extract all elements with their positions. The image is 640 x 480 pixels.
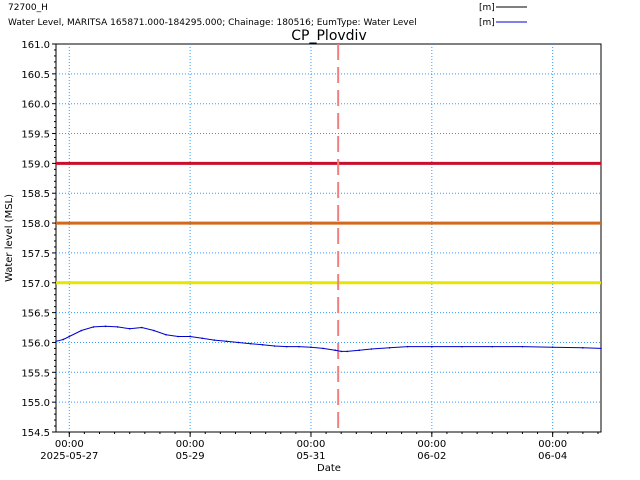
y-tick-label: 160.0 [21, 100, 50, 111]
y-tick-label: 159.5 [21, 130, 50, 141]
series-point [358, 349, 361, 352]
series-point [600, 347, 602, 350]
series-point [286, 345, 288, 348]
series-point [406, 345, 409, 348]
y-tick-label: 156.5 [21, 309, 50, 320]
x-axis-ticks: 00:002025-05-2700:0005-2900:0005-3100:00… [40, 432, 599, 462]
y-tick-label: 161.0 [21, 40, 50, 51]
y-tick-label: 157.0 [21, 279, 50, 290]
series-layer [55, 325, 602, 353]
legend-entry-unit: [m] [479, 3, 495, 13]
series-point [177, 335, 179, 338]
series-point [431, 345, 433, 348]
series-point [461, 345, 463, 348]
series-point [62, 338, 65, 341]
series-point [140, 326, 143, 329]
y-axis-label: Water level (MSL) [4, 194, 15, 282]
series-point [273, 345, 276, 347]
y-tick-label: 158.0 [21, 219, 50, 230]
series-point [201, 337, 204, 340]
y-tick-label: 155.5 [21, 368, 50, 379]
y-axis-ticks: 154.5 155.0 155.5 156.0 156.5 157.0 157.5 158.0… [21, 40, 56, 439]
series-point [153, 329, 155, 332]
series-point [128, 327, 131, 330]
series-point [116, 326, 119, 328]
series-line [55, 325, 602, 352]
y-tick-label: 160.5 [21, 70, 50, 81]
threshold-lines [56, 161, 601, 285]
series-point [225, 340, 228, 343]
series-point [92, 326, 95, 328]
series-point [521, 345, 524, 348]
series-point [237, 341, 240, 344]
y-tick-label: 154.5 [21, 428, 50, 439]
y-tick-label: 156.0 [21, 338, 50, 349]
legend: 72700_H [m] Water Level, MARITSA 165871.… [8, 3, 527, 28]
legend-entry-label: Water Level, MARITSA 165871.000-184295.0… [8, 18, 417, 28]
x-tick-time: 00:00 [538, 439, 567, 450]
series-point [346, 350, 349, 353]
x-tick-time: 00:00 [55, 439, 84, 450]
x-tick-date: 06-02 [417, 451, 446, 462]
y-tick-label: 155.0 [21, 398, 50, 409]
x-tick-date: 2025-05-27 [40, 451, 98, 462]
series-point [582, 347, 584, 349]
x-tick-time: 00:00 [417, 439, 446, 450]
legend-entry-unit: [m] [479, 18, 495, 28]
series-point [249, 342, 252, 345]
series-point [340, 350, 342, 353]
legend-entry-label: 72700_H [8, 3, 48, 13]
series-point [104, 325, 107, 328]
series-point [334, 349, 336, 352]
series-point [189, 335, 191, 338]
x-tick-date: 05-29 [176, 451, 205, 462]
plot-area [55, 43, 602, 433]
series-point [322, 347, 324, 350]
series-point [491, 345, 494, 348]
x-tick-time: 00:00 [176, 439, 205, 450]
series-point [261, 344, 264, 346]
x-tick-time: 00:00 [297, 439, 326, 450]
x-axis-label: Date [317, 463, 341, 474]
y-tick-label: 159.0 [21, 159, 50, 170]
series-point [55, 340, 57, 343]
y-tick-label: 157.5 [21, 249, 50, 260]
series-point [298, 345, 300, 348]
series-point [551, 346, 554, 349]
series-point [80, 329, 83, 332]
x-tick-date: 06-04 [538, 451, 567, 462]
y-tick-label: 158.5 [21, 189, 50, 200]
series-point [370, 348, 373, 350]
series-point [388, 347, 391, 349]
series-point [165, 333, 167, 336]
chart-title: CP_Plovdiv [291, 28, 366, 44]
series-point [68, 335, 71, 338]
series-point [213, 339, 216, 341]
x-tick-date: 05-31 [296, 451, 325, 462]
series-point [310, 346, 312, 349]
